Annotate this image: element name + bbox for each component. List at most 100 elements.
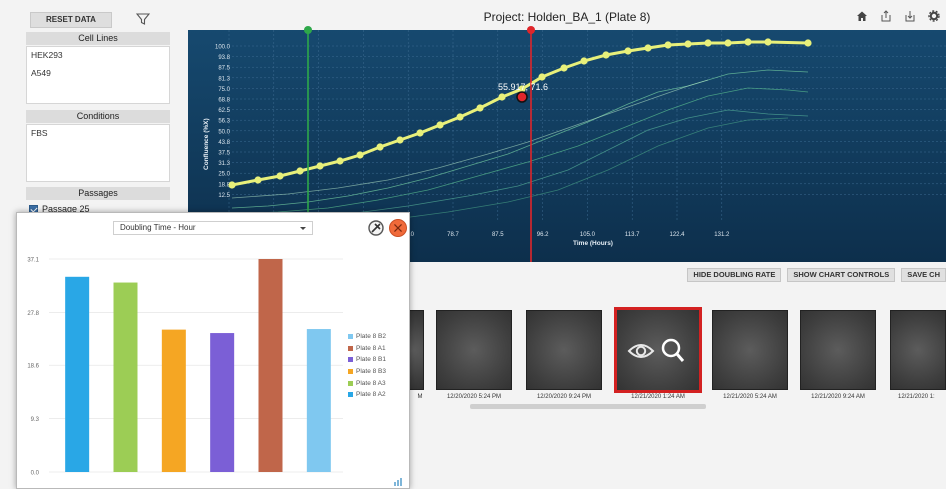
filter-panel: RESET DATA Cell Lines HEK293 A549 Condit… xyxy=(20,6,176,216)
highlight-point[interactable] xyxy=(724,39,732,47)
passage-label: Passage 25 xyxy=(42,204,90,214)
legend-swatch xyxy=(348,380,353,386)
legend-item[interactable]: Plate 8 A1 xyxy=(348,343,386,355)
highlight-point[interactable] xyxy=(316,162,324,170)
import-icon[interactable] xyxy=(904,10,916,22)
thumbnail-date: 12/21/2020 9:24 AM xyxy=(811,394,865,400)
list-item[interactable]: FBS xyxy=(31,128,48,138)
y-tick-label: 62.5 xyxy=(218,108,230,114)
legend-swatch xyxy=(348,345,353,351)
legend-label: Plate 8 B1 xyxy=(356,356,386,364)
bar[interactable] xyxy=(65,276,90,472)
highlight-point[interactable] xyxy=(336,157,344,165)
gear-icon[interactable] xyxy=(928,10,940,22)
highlight-point[interactable] xyxy=(436,121,444,129)
y-tick-label: 50.0 xyxy=(218,129,230,135)
legend-label: Plate 8 A2 xyxy=(356,391,386,399)
list-item[interactable]: HEK293 xyxy=(31,50,63,60)
highlight-point[interactable] xyxy=(276,172,284,180)
bar-chart[interactable]: 37.1 27.8 18.6 9.3 0.0 xyxy=(17,213,411,489)
bar[interactable] xyxy=(258,259,283,472)
highlight-point[interactable] xyxy=(602,51,610,59)
y-tick-label: 31.3 xyxy=(218,161,230,167)
y-tick-label: 9.3 xyxy=(31,417,40,423)
highlight-point[interactable] xyxy=(396,136,404,144)
legend-item[interactable]: Plate 8 A3 xyxy=(348,377,386,389)
thumbnail[interactable] xyxy=(890,310,946,390)
list-item[interactable]: A549 xyxy=(31,68,51,78)
legend-swatch xyxy=(348,334,353,340)
legend-swatch xyxy=(348,357,353,363)
legend-item[interactable]: Plate 8 B3 xyxy=(348,366,386,378)
chevron-down-icon xyxy=(300,227,306,230)
thumbnail[interactable] xyxy=(712,310,788,390)
x-axis-label: Time (Hours) xyxy=(573,240,613,247)
chart-icon[interactable] xyxy=(393,478,405,486)
highlight-point[interactable] xyxy=(228,181,236,189)
x-tick-label: 122.4 xyxy=(669,232,685,238)
eye-icon[interactable] xyxy=(627,344,655,358)
legend-label: Plate 8 B3 xyxy=(356,368,386,376)
save-chart-button[interactable]: SAVE CH xyxy=(901,268,946,282)
highlight-point[interactable] xyxy=(296,167,304,175)
filter-icon[interactable] xyxy=(136,12,150,26)
thumbnail[interactable] xyxy=(526,310,602,390)
thumbnail[interactable] xyxy=(800,310,876,390)
close-icon[interactable] xyxy=(389,219,407,237)
export-icon[interactable] xyxy=(880,10,892,22)
highlight-point[interactable] xyxy=(580,57,588,65)
metric-dropdown[interactable]: Doubling Time - Hour xyxy=(113,221,313,235)
legend-item[interactable]: Plate 8 A2 xyxy=(348,389,386,401)
legend-item[interactable]: Plate 8 B1 xyxy=(348,354,386,366)
thumbnail-date: 12/21/2020 1: xyxy=(898,394,935,400)
bar[interactable] xyxy=(113,282,138,472)
y-tick-label: 56.3 xyxy=(218,119,230,125)
y-tick-label: 93.8 xyxy=(218,55,230,61)
selected-point[interactable] xyxy=(516,91,528,103)
bar[interactable] xyxy=(210,333,235,472)
y-tick-label: 68.8 xyxy=(218,98,230,104)
highlight-point[interactable] xyxy=(456,113,464,121)
highlight-point[interactable] xyxy=(704,39,712,47)
y-tick-label: 43.8 xyxy=(218,140,230,146)
y-axis-ticks: 100.0 93.8 87.5 81.3 75.0 68.8 62.5 56.3 50.0 43.… xyxy=(215,45,231,199)
highlight-point[interactable] xyxy=(684,40,692,48)
highlight-point[interactable] xyxy=(476,104,484,112)
highlight-point[interactable] xyxy=(356,151,364,159)
highlight-point[interactable] xyxy=(744,38,752,46)
confluence-chart-svg[interactable]: 100.0 93.8 87.5 81.3 75.0 68.8 62.5 56.3 50.0 43.… xyxy=(188,30,946,262)
conditions-list[interactable]: FBS xyxy=(26,124,170,182)
highlight-point[interactable] xyxy=(416,129,424,137)
highlight-point[interactable] xyxy=(254,176,262,184)
highlight-point[interactable] xyxy=(538,73,546,81)
red-marker-handle[interactable] xyxy=(527,26,535,34)
y-axis-label: Confluence (%X) xyxy=(203,118,210,170)
pin-icon[interactable] xyxy=(367,219,385,237)
cell-lines-list[interactable]: HEK293 A549 xyxy=(26,46,170,104)
legend-label: Plate 8 B2 xyxy=(356,333,386,341)
highlight-point[interactable] xyxy=(376,143,384,151)
thumbnail-selected[interactable] xyxy=(614,307,702,393)
thumbnail-scrollbar[interactable] xyxy=(470,404,706,409)
highlight-point[interactable] xyxy=(804,39,812,47)
highlight-point[interactable] xyxy=(644,44,652,52)
bar[interactable] xyxy=(306,329,331,472)
y-tick-label: 12.5 xyxy=(218,193,230,199)
show-chart-controls-button[interactable]: SHOW CHART CONTROLS xyxy=(787,268,896,282)
zoom-icon[interactable] xyxy=(661,338,685,362)
x-tick-label: 131.2 xyxy=(714,232,730,238)
highlight-point[interactable] xyxy=(498,93,506,101)
reset-data-button[interactable]: RESET DATA xyxy=(30,12,112,28)
bar[interactable] xyxy=(161,329,186,472)
home-icon[interactable] xyxy=(856,10,868,22)
highlight-point[interactable] xyxy=(664,41,672,49)
highlight-point[interactable] xyxy=(624,47,632,55)
legend-item[interactable]: Plate 8 B2 xyxy=(348,331,386,343)
y-tick-label: 18.6 xyxy=(27,364,39,370)
highlight-point[interactable] xyxy=(518,85,526,93)
highlight-point[interactable] xyxy=(560,64,568,72)
green-marker-handle[interactable] xyxy=(304,26,312,34)
hide-doubling-rate-button[interactable]: HIDE DOUBLING RATE xyxy=(687,268,782,282)
thumbnail[interactable] xyxy=(436,310,512,390)
highlight-point[interactable] xyxy=(764,38,772,46)
